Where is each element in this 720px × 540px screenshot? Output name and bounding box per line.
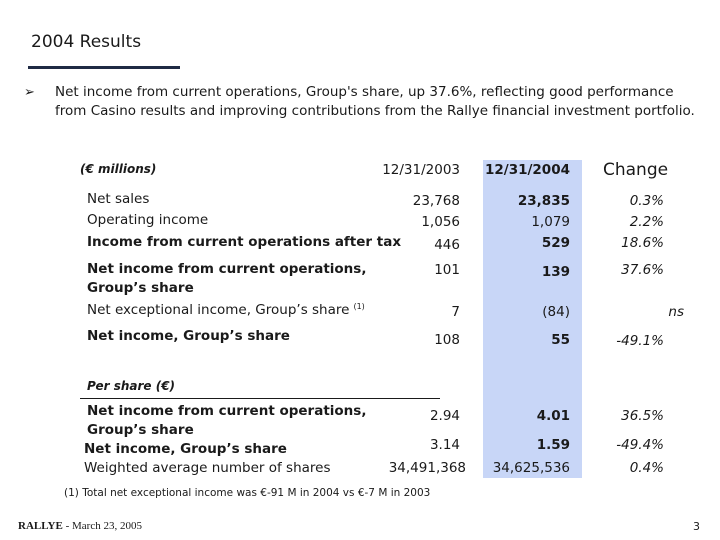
ps-label-net-income-current-ops: Net income from current operations, Grou… [87, 403, 367, 438]
ps-2003-net-income: 3.14 [429, 437, 460, 453]
footer-date: - March 23, 2005 [62, 520, 142, 532]
page-number: 3 [693, 520, 700, 533]
cell-change-net-sales: 0.3% [629, 193, 664, 209]
footer: RALLYE - March 23, 2005 [18, 520, 142, 532]
ps-2003-net-income-current-ops: 2.94 [429, 408, 460, 424]
footnote-marker: (1) [353, 302, 365, 311]
header-2003: 12/31/2003 [382, 162, 460, 178]
bullet-text: Net income from current operations, Grou… [55, 84, 695, 119]
row-label-net-income-current-ops: Net income from current operations, Grou… [87, 261, 367, 296]
units-label: (€ millions) [80, 162, 157, 176]
ps-change-weighted-shares: 0.4% [629, 460, 664, 476]
footnote: (1) Total net exceptional income was €-9… [64, 487, 431, 499]
cell-change-operating-income: 2.2% [629, 214, 664, 230]
per-share-heading: Per share (€) [87, 379, 176, 393]
bullet-arrow-icon: ➢ [24, 85, 35, 100]
title-underline [28, 66, 180, 69]
cell-2004-operating-income: 1,079 [531, 214, 570, 230]
row-label-net-sales: Net sales [87, 191, 150, 207]
cell-2003-net-income: 108 [434, 332, 460, 348]
ps-label-weighted-shares: Weighted average number of shares [84, 460, 331, 476]
ps-change-net-income-current-ops: 36.5% [621, 408, 664, 424]
cell-change-income-current-ops: 18.6% [621, 235, 664, 251]
cell-2003-net-income-current-ops: 101 [434, 262, 460, 278]
ps-2004-net-income: 1.59 [536, 437, 570, 453]
page-title: 2004 Results [31, 32, 142, 52]
row-label-income-current-ops: Income from current operations after tax [87, 234, 402, 250]
cell-2004-net-income-current-ops: 139 [541, 264, 570, 280]
row-label-net-income: Net income, Group’s share [87, 328, 290, 344]
row-label-net-exceptional-income: Net exceptional income, Group’s share (1) [87, 302, 365, 318]
header-2004: 12/31/2004 [484, 162, 570, 178]
row-label-text: Net exceptional income, Group’s share [87, 302, 350, 318]
cell-2004-net-sales: 23,835 [517, 193, 570, 209]
cell-2003-operating-income: 1,056 [421, 214, 460, 230]
ps-2003-weighted-shares: 34,491,368 [388, 460, 466, 476]
ps-change-net-income: -49.4% [616, 437, 664, 453]
cell-2004-net-exceptional-income: (84) [542, 304, 570, 320]
ps-2004-net-income-current-ops: 4.01 [536, 408, 570, 424]
cell-2004-income-current-ops: 529 [541, 235, 570, 251]
header-change: Change [603, 160, 669, 180]
highlight-column-2004 [483, 160, 582, 478]
per-share-divider [80, 398, 440, 399]
cell-change-net-income: -49.1% [616, 333, 664, 349]
cell-2003-net-exceptional-income: 7 [451, 304, 460, 320]
cell-change-net-income-current-ops: 37.6% [621, 262, 664, 278]
ps-2004-weighted-shares: 34,625,536 [492, 460, 570, 476]
ps-label-net-income: Net income, Group’s share [84, 441, 287, 457]
footer-brand: RALLYE [18, 520, 63, 532]
row-label-operating-income: Operating income [87, 212, 209, 228]
cell-2003-income-current-ops: 446 [434, 237, 460, 253]
cell-2003-net-sales: 23,768 [412, 193, 460, 209]
cell-change-net-exceptional-income: ns [668, 304, 684, 320]
cell-2004-net-income: 55 [551, 332, 570, 348]
